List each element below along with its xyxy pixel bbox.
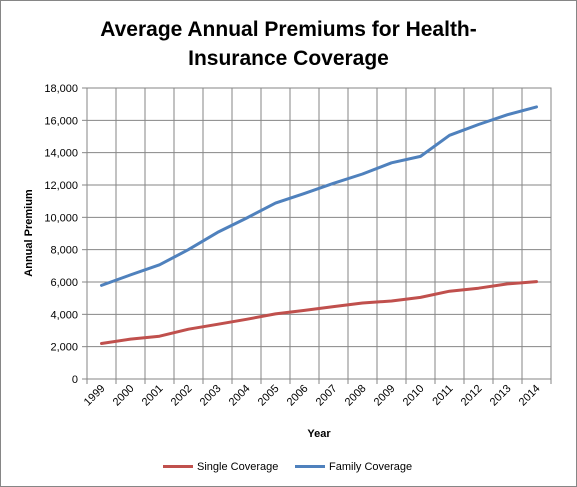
- x-tick-label: 2003: [198, 383, 224, 409]
- y-tick-label: 8,000: [50, 245, 78, 257]
- x-tick-label: 2011: [430, 383, 455, 408]
- x-tick-label: 2014: [517, 383, 543, 409]
- y-tick-label: 12,000: [44, 180, 78, 192]
- x-tick-label: 2000: [111, 383, 137, 409]
- y-axis-title: Annual Premium: [23, 189, 35, 277]
- x-tick-label: 2013: [488, 383, 514, 409]
- x-axis-ticks: 1999 2000 2001 2002 2003 2004 2005 2006 2007 2008…: [82, 379, 552, 409]
- x-tick-label: 2002: [169, 383, 195, 409]
- y-tick-label: 16,000: [44, 115, 78, 127]
- x-axis-title: Year: [307, 428, 331, 440]
- x-tick-label: 2001: [140, 383, 166, 409]
- y-tick-label: 10,000: [44, 212, 78, 224]
- y-axis-ticks: 0 2,000 4,000 6,000 8,000 10,000 12,000 14,000 1…: [44, 83, 87, 386]
- series-line-1: [100, 105, 538, 287]
- x-tick-label: 2009: [372, 383, 398, 409]
- legend-swatch-family: [295, 465, 325, 468]
- y-tick-label: 4,000: [50, 309, 78, 321]
- x-tick-label: 2005: [256, 383, 282, 409]
- x-tick-label: 2006: [285, 383, 311, 409]
- legend-swatch-single: [163, 465, 193, 468]
- legend: Single Coverage Family Coverage: [1, 459, 576, 475]
- y-tick-label: 14,000: [44, 148, 78, 160]
- series-lines: [100, 105, 538, 345]
- x-tick-label: 2012: [459, 383, 485, 409]
- x-tick-label: 2007: [314, 383, 340, 409]
- x-tick-label: 1999: [82, 383, 108, 409]
- series-line-0: [100, 280, 538, 345]
- chart-title: Average Annual Premiums for Health- Insu…: [100, 18, 477, 70]
- legend-label-family: Family Coverage: [329, 461, 413, 473]
- y-tick-label: 0: [72, 374, 78, 386]
- y-tick-label: 2,000: [50, 342, 78, 354]
- y-tick-label: 18,000: [44, 83, 78, 95]
- x-tick-label: 2010: [401, 383, 427, 409]
- legend-label-single: Single Coverage: [197, 461, 279, 473]
- y-tick-label: 6,000: [50, 277, 78, 289]
- x-tick-label: 2004: [227, 383, 253, 409]
- x-tick-label: 2008: [343, 383, 369, 409]
